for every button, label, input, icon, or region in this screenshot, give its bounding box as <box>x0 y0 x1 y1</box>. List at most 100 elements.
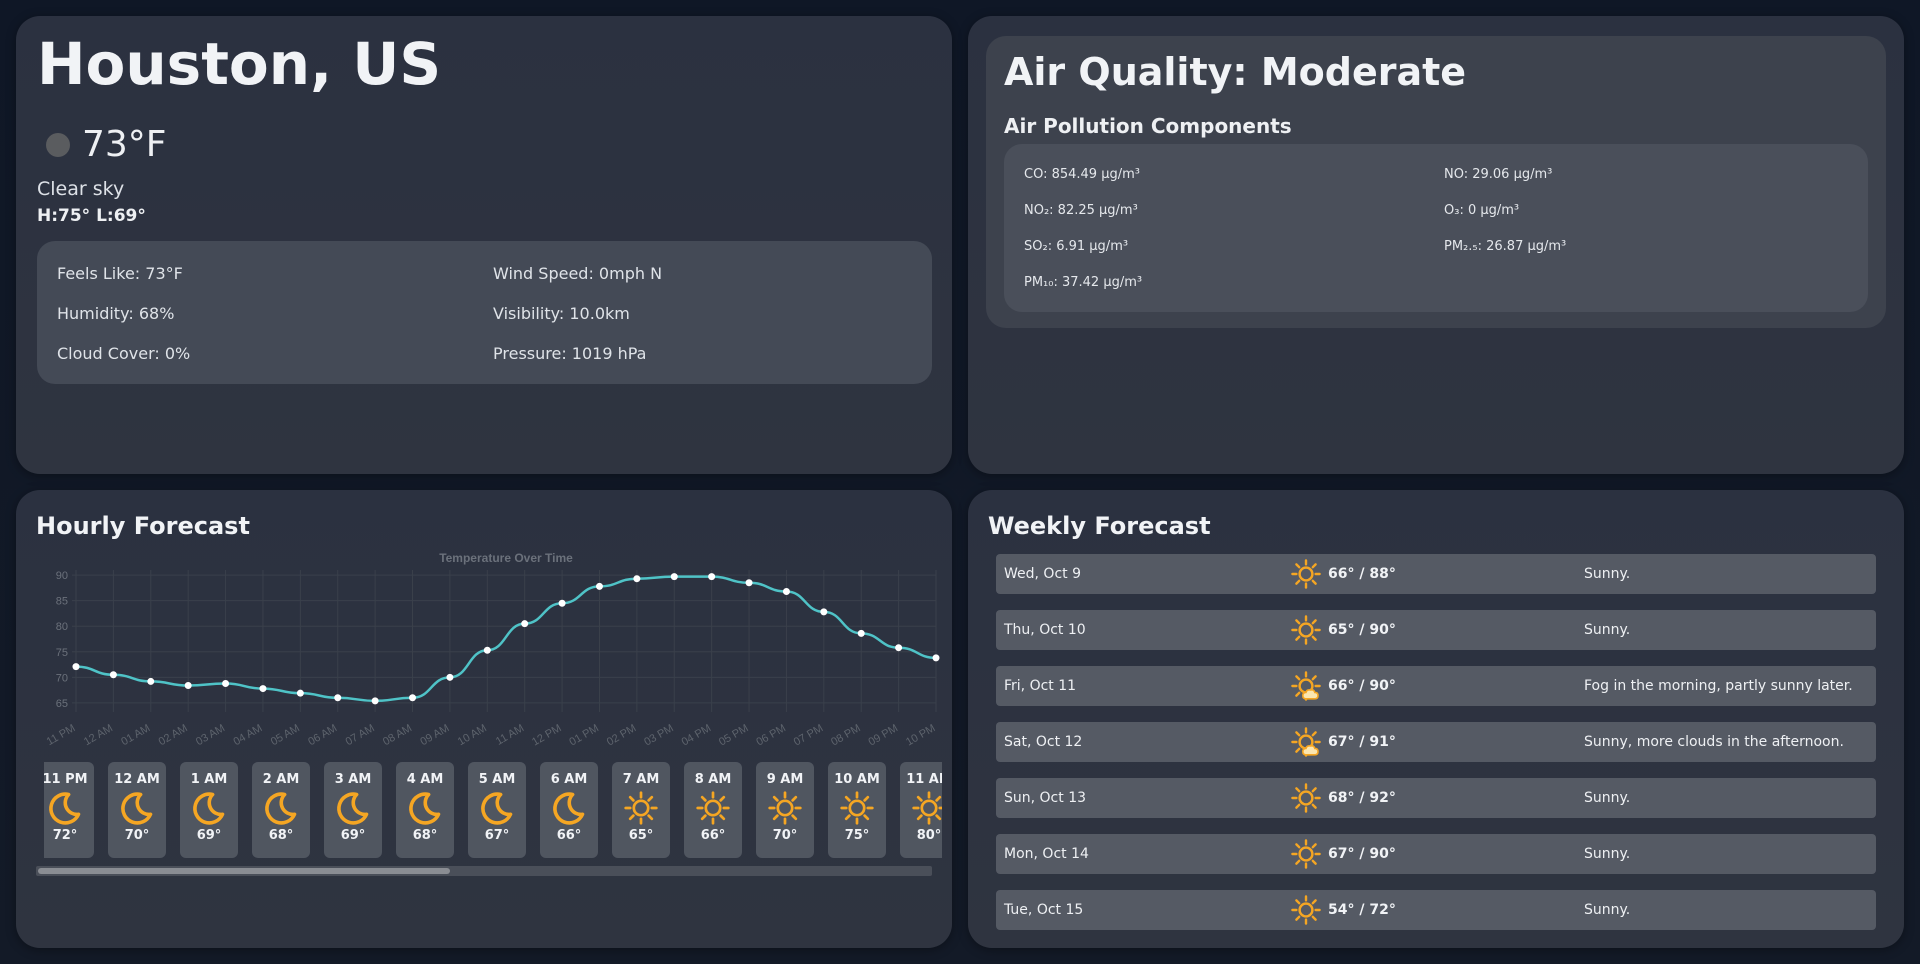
weekly-summary: Sunny. <box>1584 902 1631 918</box>
detail-humidity: Humidity: 68% <box>57 303 175 323</box>
chart-x-tick: 12 AM <box>82 722 115 748</box>
chart-x-tick: 04 PM <box>680 722 714 748</box>
weekly-temps: 54° / 72° <box>1328 902 1396 918</box>
sun-icon <box>1290 558 1322 590</box>
current-details: Feels Like: 73°F Wind Speed: 0mph N Humi… <box>37 241 932 384</box>
chart-x-tick: 12 PM <box>530 722 564 748</box>
sun-icon <box>767 790 803 826</box>
chart-x-tick: 05 AM <box>269 722 302 748</box>
chart-point <box>521 620 529 628</box>
detail-wind-speed: Wind Speed: 0mph N <box>493 263 663 283</box>
chart-point <box>670 573 678 581</box>
chart-x-tick: 01 PM <box>567 722 601 748</box>
detail-feels-like: Feels Like: 73°F <box>57 263 183 283</box>
component-so2: SO₂: 6.91 μg/m³ <box>1024 238 1129 254</box>
hour-card: 6 AM 66° <box>540 762 598 858</box>
moon-icon <box>407 790 443 826</box>
hour-card: 3 AM 69° <box>324 762 382 858</box>
chart-point <box>222 679 230 687</box>
component-pm10: PM₁₀: 37.42 μg/m³ <box>1024 274 1143 290</box>
hour-card: 9 AM 70° <box>756 762 814 858</box>
chart-x-tick: 05 PM <box>717 722 751 748</box>
weekly-summary: Sunny. <box>1584 566 1631 582</box>
moon-icon <box>479 790 515 826</box>
hour-card: 2 AM 68° <box>252 762 310 858</box>
current-temperature: 73°F <box>82 124 167 165</box>
chart-point <box>147 677 155 685</box>
chart-title: Temperature Over Time <box>439 551 573 565</box>
chart-x-tick: 04 AM <box>231 722 264 748</box>
current-description: Clear sky <box>37 178 125 200</box>
hourly-scrollbar-thumb[interactable] <box>38 868 451 874</box>
hour-temp: 65° <box>628 828 654 843</box>
weekly-row: Mon, Oct 14 67° / 90° Sunny. <box>996 834 1876 874</box>
hour-time: 9 AM <box>766 772 804 787</box>
sun-cloud-icon <box>1290 726 1322 758</box>
hour-card: 4 AM 68° <box>396 762 454 858</box>
chart-y-tick: 65 <box>56 698 68 710</box>
moon-icon <box>119 790 155 826</box>
weekly-date: Sun, Oct 13 <box>1004 790 1087 806</box>
weekly-date: Mon, Oct 14 <box>1004 846 1089 862</box>
chart-point <box>595 582 603 590</box>
hourly-scrollbar[interactable] <box>36 866 932 876</box>
chart-point <box>745 579 753 587</box>
hour-time: 6 AM <box>550 772 588 787</box>
sun-cloud-icon <box>1290 670 1322 702</box>
weekly-date: Wed, Oct 9 <box>1004 566 1081 582</box>
hour-time: 8 AM <box>694 772 732 787</box>
chart-x-tick: 02 AM <box>157 722 190 748</box>
chart-x-tick: 08 AM <box>381 722 414 748</box>
chart-point <box>782 587 790 595</box>
current-temp-row: 73°F <box>46 124 167 165</box>
air-quality-card: Air Quality: Moderate Air Pollution Comp… <box>986 36 1886 328</box>
chart-x-tick: 02 PM <box>605 722 639 748</box>
hour-time: 12 AM <box>114 772 160 787</box>
hour-temp: 75° <box>844 828 870 843</box>
hour-card: 11 AM 80° <box>900 762 942 858</box>
chart-point <box>820 608 828 616</box>
chart-point <box>371 697 379 705</box>
hour-time: 11 AM <box>906 772 942 787</box>
chart-y-tick: 80 <box>56 621 68 633</box>
sun-icon <box>1290 782 1322 814</box>
hourly-forecast-panel: Hourly Forecast Temperature Over Time 65 7… <box>16 490 952 948</box>
sun-icon <box>1290 838 1322 870</box>
weekly-temps: 67° / 91° <box>1328 734 1396 750</box>
component-pm25: PM₂.₅: 26.87 μg/m³ <box>1444 238 1567 254</box>
detail-visibility: Visibility: 10.0km <box>493 303 630 323</box>
hour-temp: 80° <box>916 828 942 843</box>
chart-point <box>446 673 454 681</box>
hour-card: 7 AM 65° <box>612 762 670 858</box>
air-pollution-subtitle: Air Pollution Components <box>1004 114 1292 138</box>
hourly-forecast-title: Hourly Forecast <box>36 512 250 540</box>
high-low: H:75° L:69° <box>37 206 146 226</box>
hourly-cards-strip[interactable]: 11 PM 72° 12 AM 70° 1 AM 69° 2 AM 68° 3 AM 69° 4 A… <box>44 762 942 860</box>
weekly-summary: Sunny. <box>1584 790 1631 806</box>
weekly-temps: 66° / 88° <box>1328 566 1396 582</box>
chart-point <box>483 646 491 654</box>
component-no: NO: 29.06 μg/m³ <box>1444 166 1553 182</box>
chart-point <box>708 573 716 581</box>
weekly-row: Sat, Oct 12 67° / 91° Sunny, more clouds i… <box>996 722 1876 762</box>
chart-y-tick: 75 <box>56 647 68 659</box>
weekly-date: Fri, Oct 11 <box>1004 678 1077 694</box>
chart-point <box>932 654 940 662</box>
air-quality-panel: Air Quality: Moderate Air Pollution Comp… <box>968 16 1904 474</box>
sun-icon <box>1290 614 1322 646</box>
chart-point <box>857 629 865 637</box>
hour-temp: 68° <box>268 828 294 843</box>
chart-x-tick: 09 PM <box>867 722 901 748</box>
city-title: Houston, US <box>37 30 442 98</box>
hour-temp: 67° <box>484 828 510 843</box>
weekly-summary: Sunny, more clouds in the afternoon. <box>1584 734 1844 750</box>
hour-temp: 69° <box>340 828 366 843</box>
detail-cloud-cover: Cloud Cover: 0% <box>57 343 191 363</box>
weekly-forecast-panel: Weekly Forecast Wed, Oct 9 66° / 88° Sunny… <box>968 490 1904 948</box>
chart-point <box>633 575 641 583</box>
hour-time: 3 AM <box>334 772 372 787</box>
chart-x-tick: 07 AM <box>344 722 377 748</box>
chart-x-tick: 03 AM <box>194 722 227 748</box>
chart-point <box>409 694 417 702</box>
